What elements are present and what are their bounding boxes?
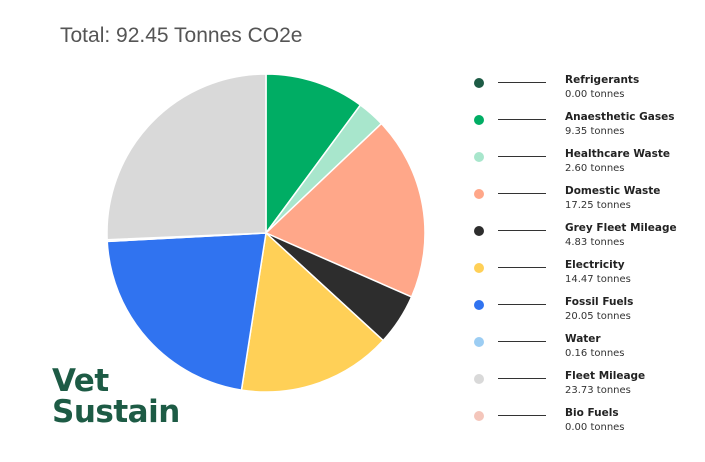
legend-label: Grey Fleet Mileage	[565, 222, 677, 234]
legend-item-domestic-waste: Domestic Waste 17.25 tonnes	[470, 185, 700, 222]
legend-marker-electricity	[474, 263, 484, 273]
legend-connector-line	[498, 341, 546, 342]
legend-label: Domestic Waste	[565, 185, 661, 197]
legend-item-bio-fuels: Bio Fuels 0.00 tonnes	[470, 407, 700, 444]
legend-connector-line	[498, 193, 546, 194]
legend-connector-line	[498, 415, 546, 416]
legend-item-healthcare-waste: Healthcare Waste 2.60 tonnes	[470, 148, 700, 185]
legend-item-refrigerants: Refrigerants 0.00 tonnes	[470, 74, 700, 111]
legend-value: 9.35 tonnes	[565, 126, 625, 137]
legend-marker-grey-fleet-mileage	[474, 226, 484, 236]
legend-connector-line	[498, 304, 546, 305]
legend-connector-line	[498, 82, 546, 83]
vet-sustain-logo: Vet Sustain	[52, 366, 180, 428]
legend-item-electricity: Electricity 14.47 tonnes	[470, 259, 700, 296]
chart-title: Total: 92.45 Tonnes CO2e	[60, 24, 303, 47]
legend-label: Fleet Mileage	[565, 370, 646, 382]
legend-value: 14.47 tonnes	[565, 274, 631, 285]
pie-slice-domestic-waste	[264, 122, 426, 298]
pie-slice-anaesthetic-gases	[265, 73, 362, 236]
legend-marker-domestic-waste	[474, 189, 484, 199]
legend-label: Anaesthetic Gases	[565, 111, 675, 123]
pie-slice-electricity	[240, 231, 385, 393]
legend-marker-water	[474, 337, 484, 347]
legend-marker-refrigerants	[474, 78, 484, 88]
legend-item-anaesthetic-gases: Anaesthetic Gases 9.35 tonnes	[470, 111, 700, 148]
legend-connector-line	[498, 119, 546, 120]
legend-marker-healthcare-waste	[474, 152, 484, 162]
legend-value: 20.05 tonnes	[565, 311, 631, 322]
legend-value: 23.73 tonnes	[565, 385, 631, 396]
legend-item-water: Water 0.16 tonnes	[470, 333, 700, 370]
logo-text-sustain: Sustain	[52, 394, 180, 430]
legend-marker-bio-fuels	[474, 411, 484, 421]
legend-marker-fossil-fuels	[474, 300, 484, 310]
legend-value: 4.83 tonnes	[565, 237, 625, 248]
legend-marker-fleet-mileage	[474, 374, 484, 384]
legend-connector-line	[498, 267, 546, 268]
legend-value: 0.16 tonnes	[565, 348, 625, 359]
legend-label: Refrigerants	[565, 74, 640, 86]
legend-connector-line	[498, 230, 546, 231]
legend-label: Bio Fuels	[565, 407, 619, 419]
legend-value: 0.00 tonnes	[565, 89, 625, 100]
chart-legend: Refrigerants 0.00 tonnes Anaesthetic Gases…	[470, 74, 700, 444]
pie-slice-fossil-fuels	[106, 232, 267, 391]
legend-label: Electricity	[565, 259, 625, 271]
legend-connector-line	[498, 378, 546, 379]
legend-value: 0.00 tonnes	[565, 422, 625, 433]
logo-text-vet: Vet	[52, 363, 109, 399]
legend-marker-anaesthetic-gases	[474, 115, 484, 125]
legend-label: Fossil Fuels	[565, 296, 634, 308]
legend-item-fossil-fuels: Fossil Fuels 20.05 tonnes	[470, 296, 700, 333]
legend-label: Water	[565, 333, 601, 345]
legend-connector-line	[498, 156, 546, 157]
legend-value: 2.60 tonnes	[565, 163, 625, 174]
legend-label: Healthcare Waste	[565, 148, 671, 160]
legend-value: 17.25 tonnes	[565, 200, 631, 211]
legend-item-fleet-mileage: Fleet Mileage 23.73 tonnes	[470, 370, 700, 407]
legend-item-grey-fleet-mileage: Grey Fleet Mileage 4.83 tonnes	[470, 222, 700, 259]
pie-slice-fleet-mileage	[106, 73, 267, 241]
